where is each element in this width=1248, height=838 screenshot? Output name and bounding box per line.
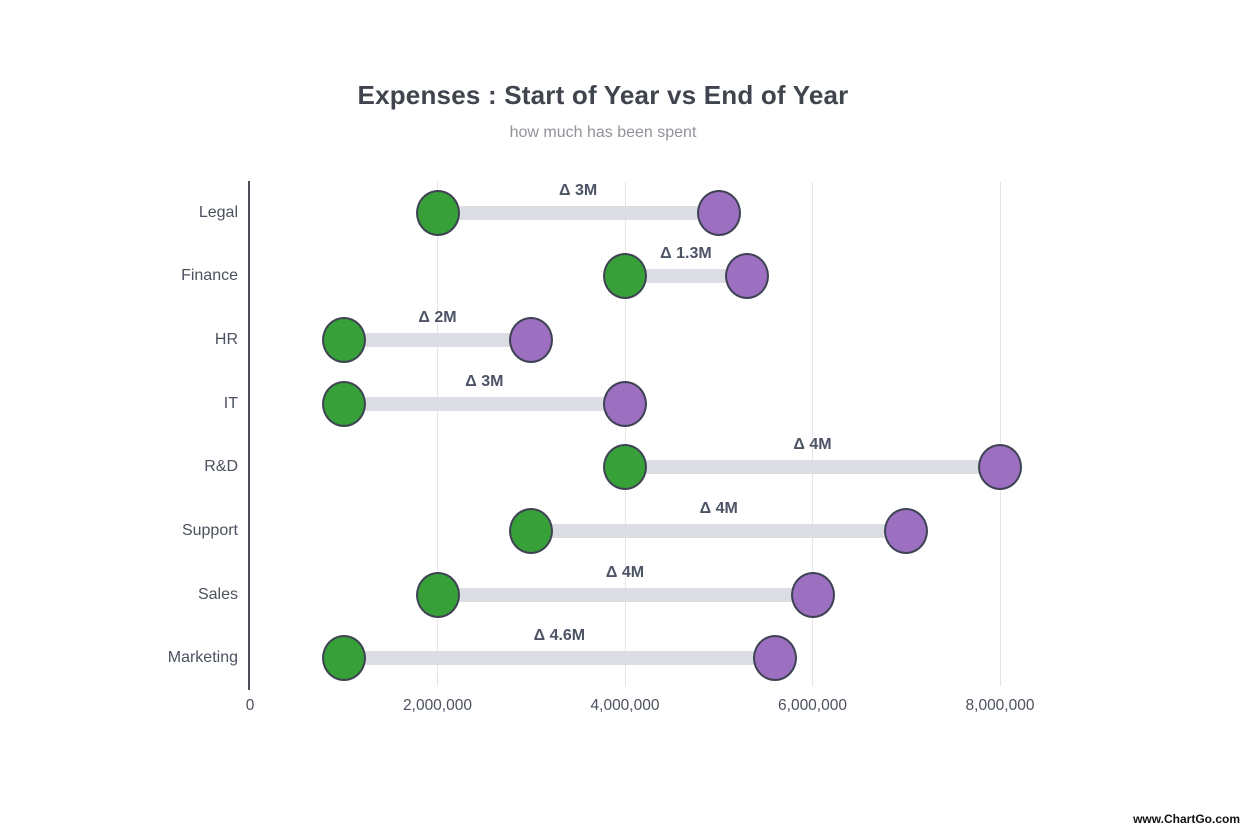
start-of-year-dot bbox=[415, 571, 460, 618]
start-of-year-dot bbox=[321, 317, 366, 364]
delta-label: Δ 4.6M bbox=[533, 627, 586, 645]
connector-bar bbox=[625, 460, 1000, 475]
x-tick-label: 6,000,000 bbox=[778, 697, 847, 714]
chart-subtitle: how much has been spent bbox=[509, 124, 697, 141]
start-of-year-dot bbox=[321, 380, 366, 427]
watermark: www.ChartGo.com bbox=[1133, 812, 1240, 826]
connector-bar bbox=[343, 651, 775, 666]
connector-bar bbox=[531, 523, 907, 538]
category-label: Support bbox=[181, 521, 238, 539]
end-of-year-dot bbox=[884, 507, 929, 554]
category-label: Legal bbox=[198, 203, 238, 221]
end-of-year-dot bbox=[724, 253, 769, 300]
connector-bar bbox=[625, 269, 747, 284]
end-of-year-dot bbox=[790, 571, 835, 618]
connector-bar bbox=[437, 205, 719, 220]
start-of-year-dot bbox=[509, 507, 554, 554]
connector-bar bbox=[437, 587, 813, 602]
delta-label: Δ 3M bbox=[559, 181, 598, 199]
start-of-year-dot bbox=[321, 635, 366, 682]
start-of-year-dot bbox=[603, 444, 647, 491]
category-label: IT bbox=[223, 394, 238, 412]
connector-bar bbox=[343, 396, 625, 411]
category-label: Finance bbox=[181, 267, 238, 285]
x-gridline bbox=[437, 182, 438, 686]
category-label: Marketing bbox=[167, 649, 238, 667]
end-of-year-dot bbox=[509, 317, 554, 364]
x-tick-label: 0 bbox=[245, 697, 255, 714]
end-of-year-dot bbox=[696, 189, 741, 236]
x-tick-label: 8,000,000 bbox=[965, 697, 1035, 714]
delta-label: Δ 4M bbox=[605, 563, 645, 581]
category-label: R&D bbox=[204, 458, 238, 476]
delta-label: Δ 3M bbox=[465, 372, 504, 390]
x-gridline bbox=[999, 182, 1001, 686]
category-label: Sales bbox=[197, 585, 238, 603]
x-tick-label: 2,000,000 bbox=[403, 697, 472, 714]
category-label: HR bbox=[214, 331, 238, 349]
y-axis-line bbox=[248, 181, 250, 690]
x-gridline bbox=[812, 182, 813, 686]
start-of-year-dot bbox=[603, 253, 647, 300]
connector-bar bbox=[343, 333, 532, 348]
chart-title: Expenses : Start of Year vs End of Year bbox=[357, 80, 849, 110]
x-tick-label: 4,000,000 bbox=[590, 697, 660, 714]
end-of-year-dot bbox=[603, 380, 647, 427]
delta-label: Δ 1.3M bbox=[660, 245, 712, 263]
x-gridline bbox=[624, 182, 626, 686]
end-of-year-dot bbox=[978, 444, 1022, 491]
end-of-year-dot bbox=[753, 635, 797, 682]
start-of-year-dot bbox=[415, 189, 460, 236]
delta-label: Δ 4M bbox=[699, 499, 738, 517]
delta-label: Δ 2M bbox=[418, 309, 457, 327]
delta-label: Δ 4M bbox=[793, 436, 832, 454]
